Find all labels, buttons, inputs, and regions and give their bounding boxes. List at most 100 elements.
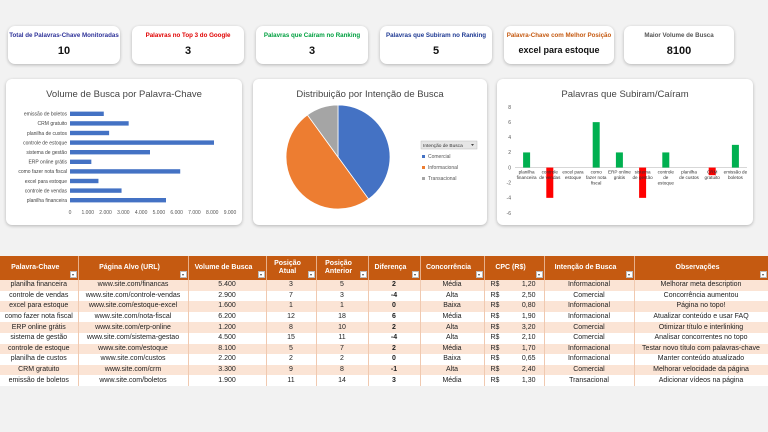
rank-change-chart-panel[interactable]: Palavras que Subiram/Caíram -6 -4 -2 0 2 4 6 8 p…	[497, 79, 753, 225]
table-row[interactable]: ERP online grátis www.site.com/erp-online…	[0, 322, 768, 333]
table-row[interactable]: controle de estoque www.site.com/estoque 8…	[0, 343, 768, 355]
keyword-cell: ERP online grátis	[0, 322, 79, 333]
volume-cell: 4.500	[188, 332, 267, 344]
volume-bar[interactable]	[70, 178, 99, 184]
filter-dropdown-icon[interactable]	[69, 271, 77, 278]
filter-dropdown-icon[interactable]	[535, 271, 543, 278]
cpc-value: 0,80	[521, 302, 536, 310]
kpi-card-max-volume[interactable]: Maior Volume de Busca 8100	[624, 26, 734, 64]
cpc-value: 0,65	[521, 355, 536, 363]
rank-change-bar[interactable]	[592, 122, 600, 168]
previous-position-cell: 10	[316, 322, 369, 333]
chevron-down-icon[interactable]	[471, 144, 474, 146]
filter-dropdown-icon[interactable]	[257, 271, 265, 278]
x-tick-label: emissão de	[724, 170, 748, 175]
column-header[interactable]: Observações	[634, 256, 768, 280]
competition-cell: Média	[420, 343, 485, 355]
legend-title: Intenção de Busca	[423, 143, 463, 149]
volume-cell: 6.200	[188, 311, 267, 323]
pie-slice[interactable]	[337, 104, 391, 200]
column-header[interactable]: Posição Anterior	[316, 256, 369, 280]
rank-change-bar-chart: -6-4-202468planilhafinanceiracontrolede …	[507, 105, 748, 217]
kpi-card-best-position[interactable]: Palavra-Chave com Melhor Posição excel p…	[504, 26, 614, 64]
x-tick-label: 2.000	[99, 210, 112, 216]
url-cell: www.site.com/crm	[78, 364, 189, 376]
cpc-currency: R$	[490, 344, 500, 352]
x-tick-label: estoque	[658, 181, 675, 186]
cpc-currency: R$	[490, 355, 500, 363]
competition-cell: Alta	[420, 364, 485, 376]
table-row[interactable]: planilha financeira www.site.com/financas…	[0, 280, 768, 291]
volume-bar[interactable]	[70, 159, 92, 164]
kpi-card-top3[interactable]: Palavras no Top 3 do Google 3	[132, 26, 244, 64]
current-position-cell: 5	[266, 343, 317, 355]
competition-cell: Média	[420, 375, 485, 386]
y-tick-label: 8	[508, 105, 511, 111]
notes-cell: Manter conteúdo atualizado	[634, 354, 768, 365]
column-header[interactable]: CPC (R$)	[484, 256, 545, 280]
notes-cell: Testar novo título com palavras-chave	[634, 343, 768, 355]
rank-change-bar[interactable]	[523, 152, 531, 168]
notes-cell: Analisar concorrentes no topo	[634, 332, 768, 344]
rank-change-bar[interactable]	[639, 167, 647, 198]
filter-dropdown-icon[interactable]	[475, 271, 483, 278]
rank-change-bar[interactable]	[546, 167, 554, 198]
volume-bar[interactable]	[70, 121, 129, 126]
filter-dropdown-icon[interactable]	[359, 271, 367, 278]
column-header[interactable]: Diferença	[368, 256, 421, 280]
url-cell: www.site.com/boletos	[78, 375, 189, 386]
rank-change-bar[interactable]	[731, 144, 739, 168]
column-header-label: CPC (R$)	[495, 264, 526, 271]
volume-bar[interactable]	[70, 150, 150, 155]
intent-cell: Transacional	[544, 375, 635, 386]
filter-dropdown-icon[interactable]	[625, 271, 633, 278]
column-header[interactable]: Intenção de Busca	[544, 256, 635, 280]
rank-change-bar[interactable]	[662, 152, 670, 168]
table-row[interactable]: sistema de gestão www.site.com/sistema-ge…	[0, 332, 768, 344]
column-header[interactable]: Volume de Busca	[188, 256, 267, 280]
kpi-card-dropped[interactable]: Palavras que Caíram no Ranking 3	[256, 26, 368, 64]
rank-change-bar[interactable]	[708, 167, 716, 176]
volume-chart-panel[interactable]: Volume de Busca por Palavra-Chave emissã…	[6, 79, 242, 225]
volume-bar[interactable]	[70, 130, 110, 136]
table-header-row: Palavra-Chave Página Alvo (URL) Volume de …	[0, 256, 768, 280]
kpi-card-rose[interactable]: Palavras que Subiram no Ranking 5	[380, 26, 492, 64]
cpc-currency: R$	[490, 376, 500, 384]
pie-slice[interactable]	[285, 114, 370, 210]
filter-dropdown-icon[interactable]	[759, 271, 767, 278]
kpi-card-total-keywords[interactable]: Total de Palavras-Chave Monitoradas 10	[8, 26, 120, 64]
column-header[interactable]: Palavra-Chave	[0, 256, 79, 280]
table-row[interactable]: emissão de boletos www.site.com/boletos 1.…	[0, 375, 768, 386]
kpi-value: 5	[432, 45, 440, 57]
table-row[interactable]: controle de vendas www.site.com/controle-…	[0, 290, 768, 302]
keyword-cell: como fazer nota fiscal	[0, 311, 79, 323]
filter-dropdown-icon[interactable]	[307, 271, 315, 278]
table-row[interactable]: como fazer nota fiscal www.site.com/nota-…	[0, 311, 768, 323]
filter-dropdown-icon[interactable]	[411, 271, 419, 278]
volume-bar[interactable]	[70, 140, 214, 145]
intent-chart-panel[interactable]: Distribuição por Intenção de Busca Inten…	[253, 79, 487, 225]
y-tick-label: 6	[508, 120, 511, 126]
cpc-currency: R$	[490, 334, 500, 342]
keyword-cell: excel para estoque	[0, 301, 79, 312]
x-tick-label: controle	[658, 170, 675, 175]
column-header[interactable]: Concorrência	[420, 256, 485, 280]
pie-slice[interactable]	[306, 104, 339, 159]
table-row[interactable]: CRM gratuito www.site.com/crm 3.300 9 8 -1 Alt…	[0, 364, 768, 376]
intent-cell: Informacional	[544, 354, 635, 365]
rank-change-bar[interactable]	[615, 152, 623, 168]
table-row[interactable]: excel para estoque www.site.com/estoque-e…	[0, 301, 768, 312]
competition-cell: Alta	[420, 322, 485, 333]
x-tick-label: 7.000	[188, 210, 201, 216]
volume-bar[interactable]	[70, 198, 166, 203]
table-row[interactable]: planilha de custos www.site.com/custos 2.2…	[0, 354, 768, 365]
volume-bar[interactable]	[70, 188, 122, 193]
volume-bar[interactable]	[70, 169, 181, 174]
column-header[interactable]: Posição Atual	[266, 256, 317, 280]
volume-bar[interactable]	[70, 111, 104, 116]
kpi-value: 3	[184, 45, 192, 57]
x-tick-label: de vendas	[539, 175, 561, 180]
legend-filter-button[interactable]	[420, 140, 478, 150]
filter-dropdown-icon[interactable]	[179, 271, 187, 278]
column-header[interactable]: Página Alvo (URL)	[78, 256, 189, 280]
